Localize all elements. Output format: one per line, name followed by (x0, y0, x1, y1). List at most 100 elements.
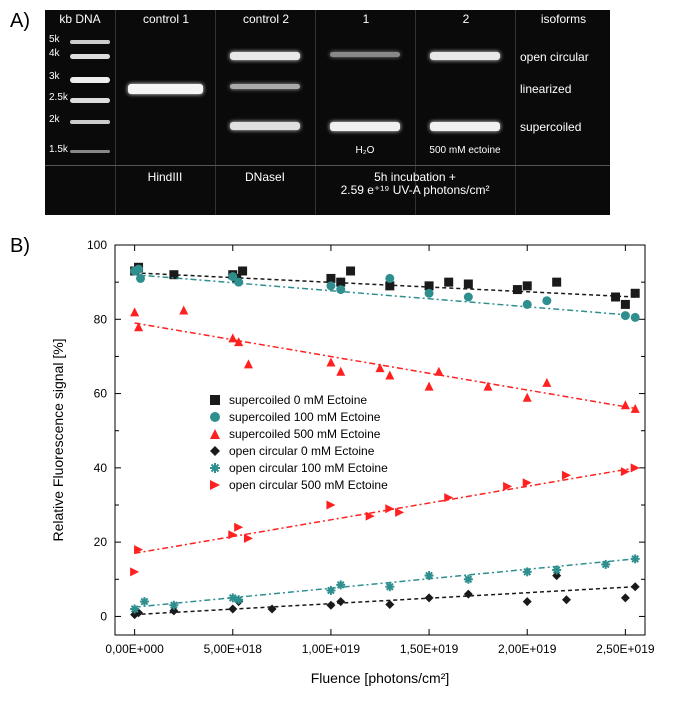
xtick-label: 2,00E+019 (498, 642, 557, 656)
gel-bottom-label: HindIII (115, 171, 215, 184)
marker-square (611, 293, 620, 302)
marker-triangle (523, 393, 532, 402)
xtick-label: 5,00E+018 (204, 642, 263, 656)
marker-triangle (385, 371, 394, 380)
marker-circle (134, 265, 143, 274)
lane-header: 1 (316, 12, 416, 26)
marker-circle (234, 278, 243, 287)
marker-circle (542, 296, 551, 305)
gel-band (230, 84, 300, 89)
marker-circle (464, 293, 473, 302)
marker-diamond (210, 446, 220, 456)
gel-lane: control 2 (215, 10, 316, 215)
gel-band (128, 84, 203, 94)
marker-circle (326, 281, 335, 290)
lane-header: kb DNA (45, 12, 115, 26)
marker-diamond (268, 605, 277, 614)
gel-lane: isoforms (515, 10, 611, 215)
marker-circle (210, 412, 220, 422)
fluence-chart: 0204060801000,00E+0005,00E+0181,00E+0191… (45, 235, 665, 695)
marker-square (513, 285, 522, 294)
ladder-label: 1.5k (49, 144, 68, 155)
marker-triangle (621, 400, 630, 409)
legend-label: supercoiled 500 mM Ectoine (229, 427, 381, 441)
ladder-label: 2k (49, 114, 60, 125)
marker-diamond (326, 601, 335, 610)
ladder-band (70, 98, 110, 103)
marker-circle (385, 274, 394, 283)
fit-line (135, 559, 636, 607)
marker-triangle (326, 501, 335, 510)
gel-band (430, 122, 500, 131)
marker-triangle (228, 333, 237, 342)
isoform-label: linearized (520, 82, 571, 96)
lane-condition-label: 500 mM ectoine (415, 145, 515, 156)
marker-triangle (326, 358, 335, 367)
marker-diamond (621, 593, 630, 602)
ytick-label: 100 (87, 238, 107, 252)
ytick-label: 40 (94, 461, 108, 475)
gel-band (430, 52, 500, 60)
marker-triangle (425, 382, 434, 391)
ladder-band (70, 40, 110, 44)
marker-square (238, 267, 247, 276)
marker-circle (631, 313, 640, 322)
marker-circle (425, 289, 434, 298)
marker-diamond (464, 590, 473, 599)
marker-diamond (562, 595, 571, 604)
marker-diamond (385, 600, 394, 609)
ladder-label: 2.5k (49, 92, 68, 103)
ytick-label: 60 (94, 387, 108, 401)
ytick-label: 0 (100, 609, 107, 623)
marker-triangle (395, 508, 404, 517)
marker-triangle (210, 429, 220, 439)
marker-triangle (244, 534, 253, 543)
marker-square (346, 267, 355, 276)
gel-bottom-label: DNaseI (215, 171, 315, 184)
marker-diamond (228, 605, 237, 614)
ladder-label: 3k (49, 71, 60, 82)
marker-triangle (179, 306, 188, 315)
marker-triangle (434, 367, 443, 376)
marker-triangle (234, 523, 243, 532)
ladder-band (70, 120, 110, 124)
xtick-label: 2,50E+019 (596, 642, 655, 656)
gel-band (230, 52, 300, 60)
marker-triangle (376, 363, 385, 372)
marker-triangle (542, 378, 551, 387)
ladder-label: 5k (49, 34, 60, 45)
lane-header: 2 (416, 12, 516, 26)
panel-b-label: B) (10, 235, 30, 258)
marker-triangle (621, 467, 630, 476)
marker-triangle (385, 504, 394, 513)
lane-header: control 1 (116, 12, 216, 26)
marker-diamond (631, 582, 640, 591)
ladder-band (70, 54, 110, 59)
marker-triangle (562, 471, 571, 480)
marker-circle (621, 311, 630, 320)
ladder-band (70, 77, 110, 83)
ladder-band (70, 150, 110, 153)
marker-triangle (631, 463, 640, 472)
ytick-label: 80 (94, 312, 108, 326)
marker-square (444, 278, 453, 287)
xtick-label: 1,50E+019 (400, 642, 459, 656)
marker-triangle (228, 530, 237, 539)
marker-circle (523, 300, 532, 309)
marker-square (523, 281, 532, 290)
legend-label: open circular 100 mM Ectoine (229, 461, 388, 475)
lane-condition-label: H₂O (315, 145, 415, 156)
marker-square (464, 280, 473, 289)
marker-diamond (336, 597, 345, 606)
panel-a-label: A) (10, 10, 30, 33)
x-axis-title: Fluence [photons/cm²] (311, 670, 450, 686)
y-axis-title: Relative Fluorescence signal [%] (50, 338, 66, 541)
marker-triangle (210, 480, 220, 490)
marker-triangle (244, 359, 253, 368)
marker-triangle (336, 367, 345, 376)
marker-square (552, 278, 561, 287)
xtick-label: 1,00E+019 (302, 642, 361, 656)
isoform-label: supercoiled (520, 120, 581, 134)
marker-diamond (425, 593, 434, 602)
marker-circle (336, 285, 345, 294)
